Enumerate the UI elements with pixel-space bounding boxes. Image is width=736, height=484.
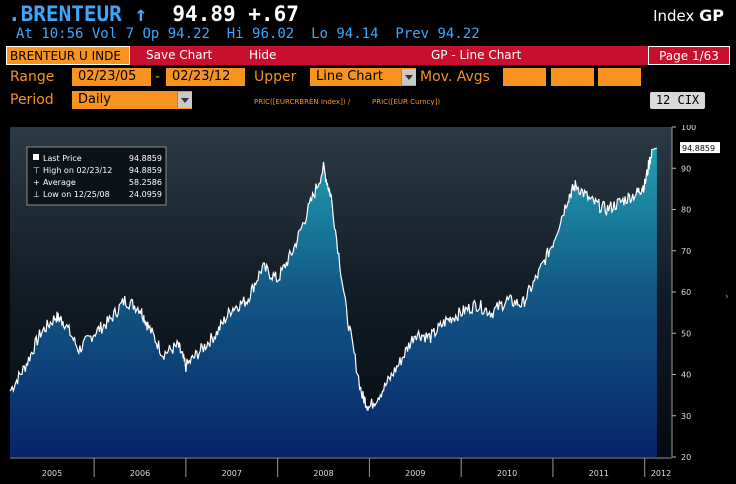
function-code: GP [699,6,724,25]
hide-button[interactable]: Hide [249,48,277,62]
period-value: Daily [78,92,111,107]
chevron-right-icon[interactable]: › [725,292,729,302]
y-tick-label: 90 [681,164,691,173]
formula-2: PRIC([EUR Curncy]) [372,98,441,106]
function-title: GP - Line Chart [431,48,522,62]
ticker-line: .BRENTEUR ↑ 94.89 +.67 [8,2,299,26]
y-tick-label: 100 [681,125,696,132]
end-date-field[interactable]: 02/23/12 [166,68,245,86]
mov-avgs-label: Mov. Avgs [420,69,490,85]
legend-high-label: High on 02/23/12 [43,166,112,175]
upper-label: Upper [254,69,297,85]
y-tick-label: 20 [681,453,691,462]
start-date-field[interactable]: 02/23/05 [72,68,151,86]
legend-last-price-label: Last Price [43,154,82,163]
x-tick-label: 2006 [130,469,150,478]
cix-button[interactable]: 12 CIX [650,92,705,109]
x-tick-label: 2005 [42,469,62,478]
page-indicator[interactable]: Page 1/63 [648,46,730,65]
last-value-tag: 94.8859 [680,142,720,154]
mov-avg-field-1[interactable] [503,68,546,86]
x-tick-label: 2007 [222,469,242,478]
legend-average-label: Average [43,178,76,187]
legend-average-value: 58.2586 [129,178,162,187]
y-axis: 20 30 40 50 60 70 80 90 100 [671,125,696,462]
y-tick-label: 30 [681,412,691,421]
x-tick-label: 2009 [405,469,425,478]
chart-legend: Last Price 94.8859 ⊤ High on 02/23/12 94… [26,146,167,206]
low-marker-icon: ⊥ [33,190,40,199]
stat-at: At 10:56 [16,26,84,42]
date-dash: - [155,69,161,85]
x-tick-label: 2012 [651,469,671,478]
save-chart-button[interactable]: Save Chart [146,48,213,62]
last-price-swatch [33,154,39,160]
index-label: Index GP [653,6,724,25]
chart-type-value: Line Chart [316,69,383,84]
y-tick-label: 60 [681,288,691,297]
security-name: .BRENTEUR [8,2,122,26]
ticker-field[interactable]: BRENTEUR U INDE [6,46,130,65]
y-tick-label: 40 [681,371,691,380]
chevron-down-icon[interactable] [177,92,192,108]
net-change: +.67 [248,2,299,26]
formula-1: PRIC([EURCRBREN Index]) / [254,98,351,106]
y-tick-label: 80 [681,206,691,215]
x-axis: 2005 2006 2007 2008 2009 2010 2011 2012 [10,457,672,478]
legend-high-value: 94.8859 [129,166,162,175]
mov-avg-field-2[interactable] [551,68,594,86]
stat-open: Op 94.22 [142,26,210,42]
legend-low-value: 24.0959 [129,190,162,199]
stat-prev: Prev 94.22 [395,26,480,42]
period-select[interactable]: Daily [72,91,192,109]
legend-low-label: Low on 12/25/08 [43,190,110,199]
price-chart[interactable]: 20 30 40 50 60 70 80 90 100 2005 2006 2007 2008 2009… [0,125,736,484]
stats-line: At 10:56 Vol 7 Op 94.22 Hi 96.02 Lo 94.1… [16,26,480,42]
chevron-down-icon[interactable] [401,69,416,85]
x-tick-label: 2011 [589,469,609,478]
chart-type-select[interactable]: Line Chart [310,68,416,86]
period-label: Period [10,92,54,108]
price-area [10,148,657,457]
up-arrow-icon: ↑ [134,2,148,26]
x-tick-label: 2008 [313,469,333,478]
range-label: Range [10,69,55,85]
high-marker-icon: ⊤ [33,166,40,175]
last-value-label: 94.8859 [682,144,715,153]
y-tick-label: 70 [681,247,691,256]
stat-vol: Vol 7 [91,26,135,42]
mov-avg-field-3[interactable] [598,68,641,86]
price-line [9,147,658,411]
x-tick-label: 2010 [497,469,517,478]
legend-last-price-value: 94.8859 [129,154,162,163]
stat-high: Hi 96.02 [226,26,295,42]
y-tick-label: 50 [681,329,691,338]
stat-low: Lo 94.14 [311,26,379,42]
last-price: 94.89 [172,2,236,26]
index-text: Index [653,7,695,25]
average-marker-icon: + [33,178,40,187]
function-toolbar: BRENTEUR U INDE Save Chart Hide GP - Lin… [6,46,730,65]
